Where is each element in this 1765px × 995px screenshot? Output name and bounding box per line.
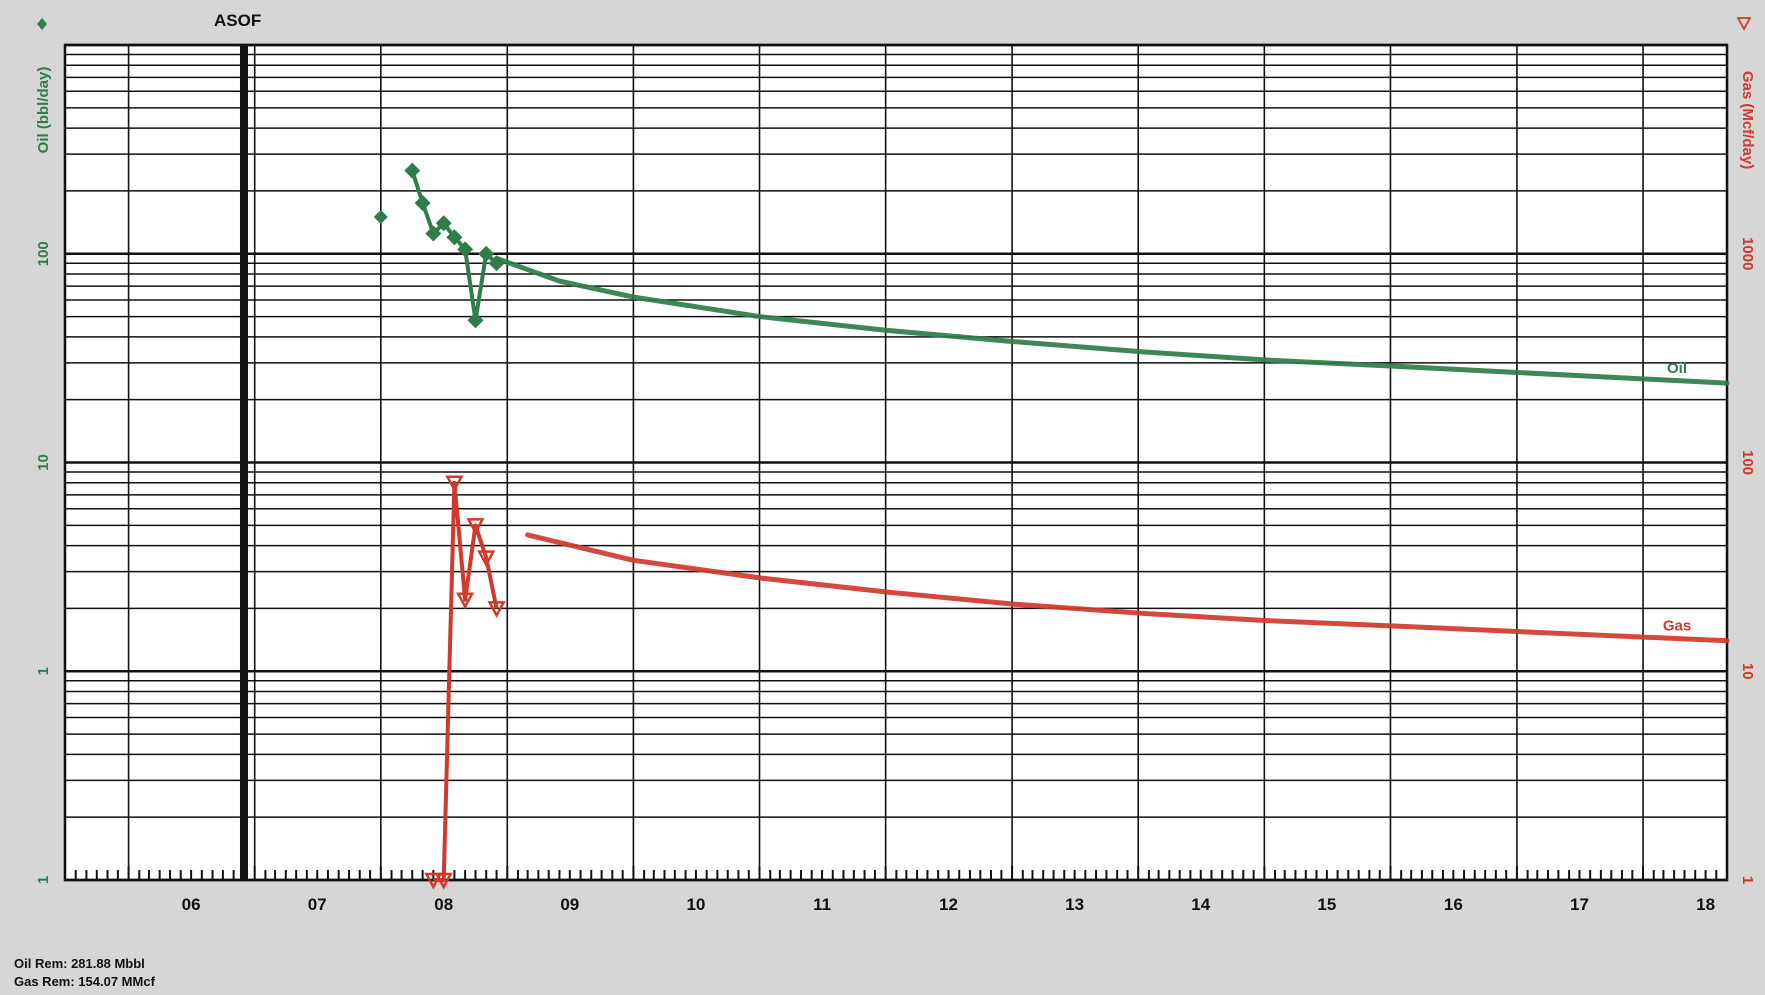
right-tick-label: 1: [1739, 876, 1756, 884]
x-tick-label: 10: [686, 895, 705, 914]
x-tick-label: 12: [939, 895, 958, 914]
x-tick-label: 08: [434, 895, 453, 914]
x-tick-label: 11: [813, 895, 831, 914]
left-axis: 1 1 10 100 Oil (bbl/day): [35, 18, 52, 884]
x-tick-label: 18: [1696, 895, 1715, 914]
gas-point: [424, 872, 443, 890]
gas-history-line: [433, 480, 499, 882]
gas-point: [487, 601, 506, 619]
asof-label: ASOF: [214, 11, 261, 30]
x-tick-label: 07: [308, 895, 327, 914]
oil-legend-diamond-icon: [37, 18, 47, 30]
left-axis-title: Oil (bbl/day): [35, 67, 52, 154]
x-tick-label: 06: [182, 895, 201, 914]
x-tick-label: 13: [1065, 895, 1084, 914]
oil-point: [404, 162, 421, 179]
plot-frame: [63, 43, 1729, 882]
right-tick-label: 10: [1739, 663, 1756, 680]
gas-series: Gas: [424, 475, 1730, 890]
oil-point: [425, 225, 442, 242]
oil-point: [457, 241, 474, 258]
oil-point: [373, 209, 388, 224]
right-axis-title: Gas (Mcf/day): [1739, 71, 1756, 169]
gas-series-label: Gas: [1663, 618, 1691, 635]
x-tick-label: 17: [1570, 895, 1589, 914]
right-axis: 1 10 100 1000 Gas (Mcf/day): [1736, 17, 1756, 884]
gas-legend-triangle-icon: [1736, 17, 1752, 31]
right-tick-label: 1000: [1739, 237, 1756, 270]
x-tick-label: 14: [1191, 895, 1210, 914]
oil-point: [467, 312, 484, 329]
oil-series-label: Oil: [1667, 360, 1687, 377]
gas-point: [456, 592, 475, 610]
oil-point: [435, 215, 452, 232]
gas-point: [477, 550, 496, 568]
x-tick-label: 09: [560, 895, 579, 914]
gas-point: [466, 518, 485, 535]
gas-point: [445, 475, 464, 493]
left-tick-label: 100: [35, 241, 52, 266]
left-tick-label: 1: [35, 667, 52, 675]
left-tick-label: 10: [35, 454, 52, 471]
oil-point: [478, 245, 495, 262]
left-tick-label: 1: [35, 876, 52, 884]
oil-point: [414, 195, 431, 212]
oil-series: Oil: [373, 162, 1730, 386]
x-axis: 06 07 08 09 10 11 12 13 14 15 16 17 18: [182, 895, 1715, 914]
x-tick-label: 15: [1317, 895, 1336, 914]
oil-remaining-text: Oil Rem: 281.88 Mbbl: [14, 956, 145, 971]
gas-forecast-line: [525, 532, 1730, 644]
oil-point: [446, 229, 463, 246]
grid: [64, 43, 1728, 882]
oil-forecast-line: [494, 255, 1730, 386]
right-tick-label: 100: [1739, 450, 1756, 475]
x-tick-label: 16: [1444, 895, 1463, 914]
gas-remaining-text: Gas Rem: 154.07 MMcf: [14, 974, 155, 989]
gas-point: [434, 872, 453, 890]
